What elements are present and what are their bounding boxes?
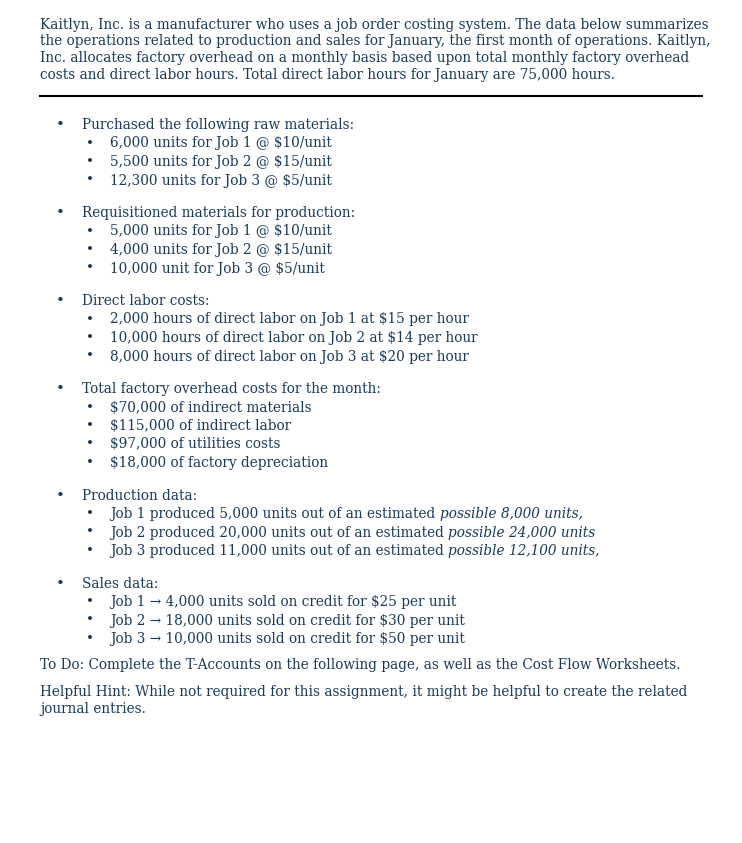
Text: 10,000 unit for Job 3 @ $5/unit: 10,000 unit for Job 3 @ $5/unit	[110, 261, 325, 276]
Text: Direct labor costs:: Direct labor costs:	[82, 294, 209, 308]
Text: 2,000 hours of direct labor on Job 1 at $15 per hour: 2,000 hours of direct labor on Job 1 at …	[110, 313, 469, 326]
Text: Sales data:: Sales data:	[82, 577, 158, 590]
Text: •: •	[86, 243, 94, 257]
Text: 10,000 hours of direct labor on Job 2 at $14 per hour: 10,000 hours of direct labor on Job 2 at…	[110, 331, 478, 345]
Text: Total factory overhead costs for the month:: Total factory overhead costs for the mon…	[82, 382, 381, 396]
Text: •: •	[86, 456, 94, 470]
Text: •: •	[86, 224, 94, 239]
Text: Job 1 produced 5,000 units out of an estimated: Job 1 produced 5,000 units out of an est…	[110, 507, 439, 521]
Text: •: •	[86, 137, 94, 151]
Text: Helpful Hint: While not required for this assignment, it might be helpful to cre: Helpful Hint: While not required for thi…	[40, 685, 687, 699]
Text: •: •	[56, 294, 65, 308]
Text: •: •	[86, 632, 94, 646]
Text: To Do: Complete the T-Accounts on the following page, as well as the Cost Flow W: To Do: Complete the T-Accounts on the fo…	[40, 658, 680, 673]
Text: •: •	[56, 206, 65, 220]
Text: •: •	[56, 577, 65, 590]
Text: 12,300 units for Job 3 @ $5/unit: 12,300 units for Job 3 @ $5/unit	[110, 174, 332, 187]
Text: possible 12,100 units,: possible 12,100 units,	[448, 544, 600, 558]
Text: journal entries.: journal entries.	[40, 701, 146, 716]
Text: 8,000 hours of direct labor on Job 3 at $20 per hour: 8,000 hours of direct labor on Job 3 at …	[110, 350, 469, 363]
Text: $115,000 of indirect labor: $115,000 of indirect labor	[110, 419, 291, 433]
Text: •: •	[86, 595, 94, 609]
Text: possible 8,000 units,: possible 8,000 units,	[439, 507, 582, 521]
Text: Kaitlyn, Inc. is a manufacturer who uses a job order costing system. The data be: Kaitlyn, Inc. is a manufacturer who uses…	[40, 18, 709, 32]
Text: •: •	[86, 155, 94, 169]
Text: •: •	[86, 507, 94, 521]
Text: 4,000 units for Job 2 @ $15/unit: 4,000 units for Job 2 @ $15/unit	[110, 243, 332, 257]
Text: •: •	[86, 544, 94, 558]
Text: •: •	[56, 118, 65, 132]
Text: 6,000 units for Job 1 @ $10/unit: 6,000 units for Job 1 @ $10/unit	[110, 137, 332, 151]
Text: •: •	[86, 174, 94, 187]
Text: 5,000 units for Job 1 @ $10/unit: 5,000 units for Job 1 @ $10/unit	[110, 224, 332, 239]
Text: •: •	[86, 525, 94, 540]
Text: Production data:: Production data:	[82, 488, 197, 502]
Text: •: •	[86, 419, 94, 433]
Text: Job 3 produced 11,000 units out of an estimated: Job 3 produced 11,000 units out of an es…	[110, 544, 448, 558]
Text: •: •	[86, 331, 94, 345]
Text: Job 3 → 10,000 units sold on credit for $50 per unit: Job 3 → 10,000 units sold on credit for …	[110, 632, 465, 646]
Text: •: •	[86, 313, 94, 326]
Text: 5,500 units for Job 2 @ $15/unit: 5,500 units for Job 2 @ $15/unit	[110, 155, 332, 169]
Text: $70,000 of indirect materials: $70,000 of indirect materials	[110, 400, 312, 415]
Text: Inc. allocates factory overhead on a monthly basis based upon total monthly fact: Inc. allocates factory overhead on a mon…	[40, 51, 689, 65]
Text: •: •	[86, 614, 94, 627]
Text: the operations related to production and sales for January, the first month of o: the operations related to production and…	[40, 35, 711, 49]
Text: •: •	[86, 400, 94, 415]
Text: costs and direct labor hours. Total direct labor hours for January are 75,000 ho: costs and direct labor hours. Total dire…	[40, 67, 615, 82]
Text: $18,000 of factory depreciation: $18,000 of factory depreciation	[110, 456, 328, 470]
Text: •: •	[86, 261, 94, 276]
Text: •: •	[86, 438, 94, 452]
Text: possible 24,000 units: possible 24,000 units	[448, 525, 596, 540]
Text: •: •	[56, 488, 65, 502]
Text: •: •	[86, 350, 94, 363]
Text: Job 2 → 18,000 units sold on credit for $30 per unit: Job 2 → 18,000 units sold on credit for …	[110, 614, 465, 627]
Text: Job 1 → 4,000 units sold on credit for $25 per unit: Job 1 → 4,000 units sold on credit for $…	[110, 595, 456, 609]
Text: Purchased the following raw materials:: Purchased the following raw materials:	[82, 118, 354, 132]
Text: $97,000 of utilities costs: $97,000 of utilities costs	[110, 438, 280, 452]
Text: •: •	[56, 382, 65, 396]
Text: Requisitioned materials for production:: Requisitioned materials for production:	[82, 206, 355, 220]
Text: Job 2 produced 20,000 units out of an estimated: Job 2 produced 20,000 units out of an es…	[110, 525, 448, 540]
